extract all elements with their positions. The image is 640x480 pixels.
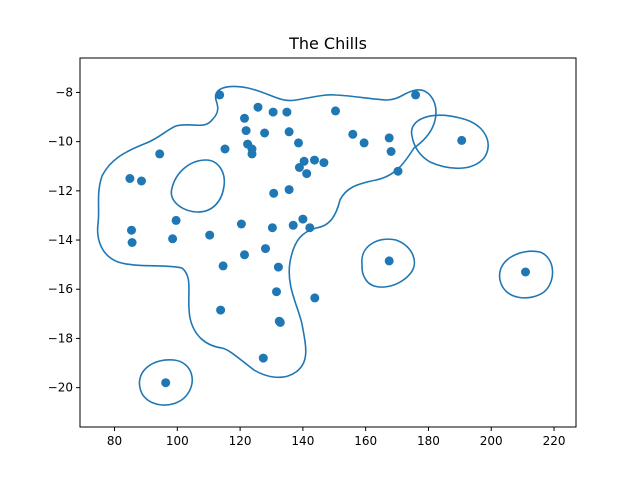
data-point-35 bbox=[288, 220, 298, 230]
data-point-53 bbox=[258, 353, 268, 363]
data-point-36 bbox=[267, 223, 277, 233]
data-point-47 bbox=[521, 267, 530, 277]
data-point-39 bbox=[205, 230, 215, 240]
x-tick-label: 80 bbox=[107, 434, 122, 448]
data-point-12 bbox=[384, 133, 394, 143]
data-point-38 bbox=[127, 225, 136, 235]
data-point-30 bbox=[284, 185, 294, 195]
data-point-20 bbox=[386, 147, 396, 156]
data-point-42 bbox=[261, 244, 270, 254]
data-point-40 bbox=[168, 234, 178, 244]
contour-upper-right bbox=[410, 114, 489, 170]
data-point-9 bbox=[260, 128, 270, 138]
data-point-8 bbox=[241, 126, 251, 136]
data-point-7 bbox=[411, 90, 421, 100]
data-point-6 bbox=[331, 106, 340, 116]
data-point-3 bbox=[268, 107, 278, 117]
contour-far-right bbox=[498, 250, 554, 299]
contour-main bbox=[96, 85, 437, 379]
data-point-37 bbox=[305, 223, 315, 233]
data-point-2 bbox=[253, 102, 263, 112]
y-axis: −8 −10 −12 −14 −16 −18 −20 bbox=[48, 85, 80, 395]
x-tick-label: 140 bbox=[291, 434, 314, 448]
data-point-34 bbox=[236, 219, 246, 229]
y-tick-label: −10 bbox=[48, 135, 73, 149]
y-tick-label: −8 bbox=[55, 85, 73, 99]
density-contours bbox=[96, 85, 554, 406]
data-point-50 bbox=[216, 305, 226, 315]
data-point-43 bbox=[240, 250, 249, 260]
x-axis: 80 100 120 140 160 180 200 220 bbox=[107, 427, 566, 448]
x-tick-label: 160 bbox=[354, 434, 377, 448]
data-point-27 bbox=[393, 166, 403, 176]
data-point-22 bbox=[299, 156, 309, 166]
data-point-23 bbox=[310, 155, 319, 165]
data-point-10 bbox=[284, 127, 294, 137]
contour-hole bbox=[170, 159, 226, 213]
data-point-32 bbox=[171, 215, 181, 225]
data-point-17 bbox=[220, 144, 230, 154]
data-point-21 bbox=[155, 149, 165, 159]
data-point-13 bbox=[457, 135, 467, 145]
data-point-5 bbox=[240, 113, 249, 123]
data-point-26 bbox=[302, 169, 312, 179]
data-point-44 bbox=[384, 256, 394, 266]
data-point-15 bbox=[294, 138, 303, 148]
data-point-54 bbox=[161, 378, 171, 388]
data-point-4 bbox=[282, 107, 292, 117]
y-tick-label: −20 bbox=[48, 381, 73, 395]
data-point-45 bbox=[218, 261, 228, 271]
data-point-19 bbox=[247, 149, 257, 159]
y-tick-label: −16 bbox=[48, 282, 73, 296]
plot-area bbox=[79, 57, 577, 428]
data-point-1 bbox=[215, 90, 225, 100]
data-point-52 bbox=[275, 317, 285, 327]
data-point-46 bbox=[273, 262, 283, 272]
x-tick-label: 120 bbox=[229, 434, 252, 448]
data-point-49 bbox=[310, 293, 320, 303]
x-tick-label: 220 bbox=[543, 434, 566, 448]
data-point-33 bbox=[298, 214, 308, 224]
x-tick-label: 100 bbox=[166, 434, 189, 448]
data-point-29 bbox=[137, 176, 146, 186]
data-point-24 bbox=[319, 158, 329, 168]
x-tick-label: 180 bbox=[417, 434, 440, 448]
data-point-48 bbox=[272, 287, 281, 297]
data-point-31 bbox=[269, 188, 279, 198]
x-tick-label: 200 bbox=[480, 434, 503, 448]
data-point-41 bbox=[127, 238, 137, 247]
y-tick-label: −18 bbox=[48, 331, 73, 345]
chart-title: The Chills bbox=[288, 34, 367, 53]
contour-bottom-left bbox=[138, 359, 194, 406]
data-point-28 bbox=[125, 174, 135, 183]
y-tick-label: −14 bbox=[48, 233, 73, 247]
data-point-11 bbox=[348, 129, 358, 139]
y-tick-label: −12 bbox=[48, 184, 73, 198]
contour-mid-right bbox=[361, 238, 416, 288]
scatter-points bbox=[125, 90, 530, 388]
data-point-16 bbox=[359, 138, 369, 148]
data-point-25 bbox=[294, 163, 304, 172]
